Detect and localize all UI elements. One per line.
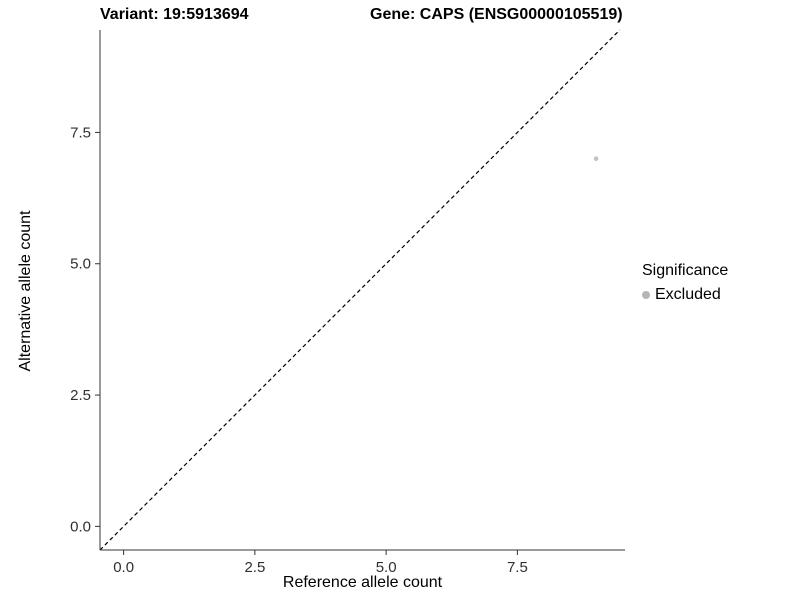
y-tick-label: 2.5 (70, 387, 91, 404)
x-tick-label: 0.0 (113, 559, 134, 576)
data-point (593, 156, 599, 161)
legend-dot-icon (642, 291, 650, 299)
y-tick-label: 0.0 (70, 518, 91, 535)
plot-title-gene: Gene: CAPS (ENSG00000105519) (370, 6, 623, 23)
x-tick-label: 7.5 (507, 559, 528, 576)
y-tick-label: 5.0 (70, 256, 91, 273)
x-axis-label: Reference allele count (282, 574, 443, 591)
y-axis-label: Alternative allele count (17, 210, 34, 372)
identity-dashed-line (99, 29, 621, 551)
legend: Significance Excluded (642, 262, 728, 304)
x-tick-label: 2.5 (244, 559, 265, 576)
plot-title-variant: Variant: 19:5913694 (100, 6, 249, 23)
legend-title: Significance (642, 262, 729, 279)
y-tick-label: 7.5 (70, 124, 91, 141)
x-tick-label: 5.0 (376, 559, 397, 576)
legend-entry-label: Excluded (655, 286, 721, 303)
legend-entry-excluded: Excluded (642, 286, 728, 304)
